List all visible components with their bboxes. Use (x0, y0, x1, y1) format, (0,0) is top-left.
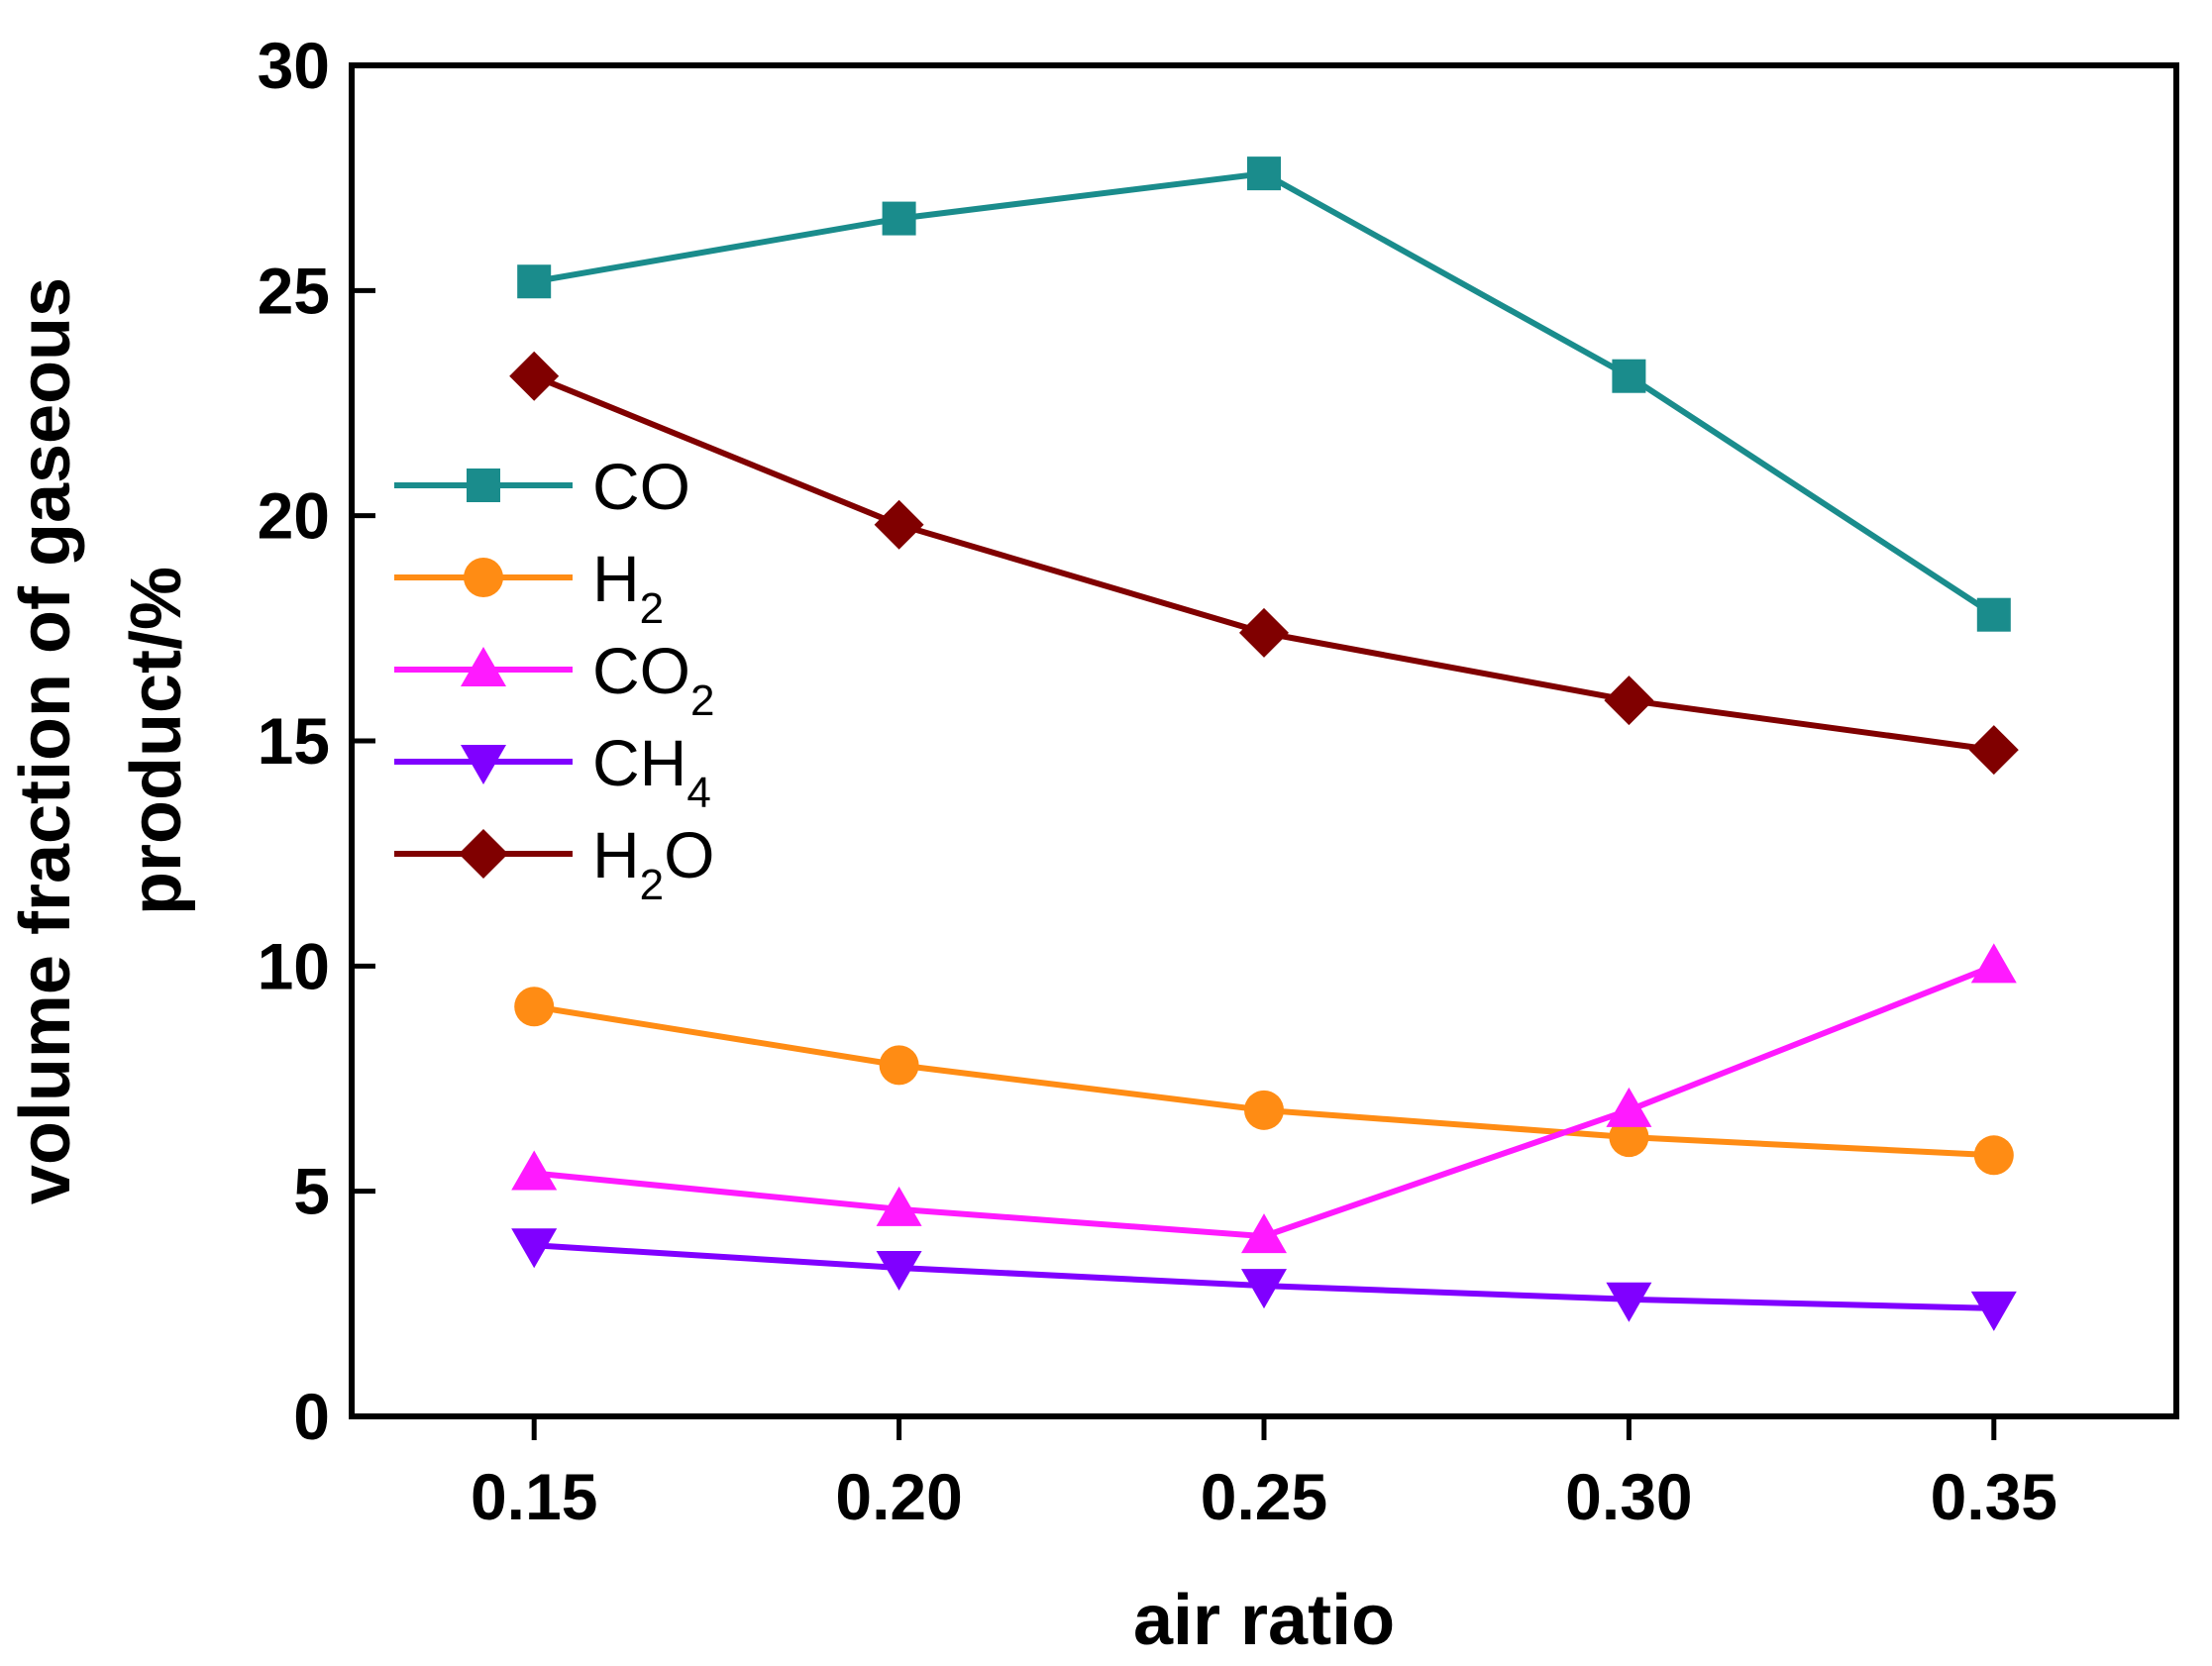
data-point-co (1247, 156, 1281, 191)
y-tick-label: 15 (258, 704, 330, 778)
data-point-co2 (876, 1186, 922, 1226)
legend-item-ch4: CH4 (394, 726, 711, 817)
y-tick-label: 5 (293, 1155, 330, 1228)
data-point-h2o (874, 499, 924, 550)
data-point-h2o (1239, 607, 1289, 658)
legend-item-h2o: H2O (394, 818, 715, 909)
legend-label: H2O (592, 818, 715, 909)
data-point-co (517, 264, 552, 299)
data-point-h2 (879, 1045, 919, 1086)
legend-label: CH4 (592, 726, 711, 817)
y-tick-label: 0 (293, 1380, 330, 1453)
legend-item-co: CO (394, 450, 690, 523)
x-axis-title: air ratio (1133, 1581, 1395, 1660)
legend-marker (461, 647, 506, 686)
y-axis-title: volume fraction of gaseous product/% (6, 277, 196, 1204)
y-tick-label: 10 (258, 929, 330, 1002)
y-tick-label: 30 (258, 29, 330, 102)
data-point-ch4 (1241, 1269, 1287, 1309)
data-point-co2 (1606, 1087, 1652, 1127)
legend-label: H2 (592, 542, 664, 633)
data-point-co2 (1970, 943, 2017, 984)
legend-item-co2: CO2 (394, 634, 714, 725)
series-line-h2o (533, 372, 1995, 754)
legend-label: CO2 (592, 634, 714, 725)
series-layer (509, 156, 2019, 1331)
x-tick-label: 0.20 (835, 1460, 962, 1533)
x-tick-label: 0.15 (471, 1460, 597, 1533)
legend-item-h2: H2 (394, 542, 664, 633)
data-point-co (882, 201, 916, 236)
data-point-h2 (1244, 1090, 1284, 1130)
x-tick-label: 0.35 (1931, 1460, 2057, 1533)
data-point-h2o (509, 351, 560, 401)
data-point-h2o (1968, 725, 2019, 776)
legend-marker (464, 558, 503, 597)
data-point-h2 (1609, 1117, 1649, 1158)
data-point-ch4 (1970, 1291, 2017, 1331)
data-point-co2 (511, 1150, 558, 1191)
data-point-ch4 (1606, 1282, 1652, 1322)
y-axis-title-line2: product/% (117, 567, 196, 915)
series-h2o (509, 351, 2019, 776)
y-tick-label: 20 (258, 479, 330, 553)
data-point-h2 (514, 987, 555, 1027)
legend-marker (467, 469, 500, 502)
series-co (517, 156, 2011, 632)
series-co2 (511, 943, 2017, 1254)
series-h2 (514, 987, 2014, 1176)
y-tick-label: 25 (258, 254, 330, 327)
x-tick-label: 0.25 (1201, 1460, 1327, 1533)
x-tick-label: 0.30 (1565, 1460, 1692, 1533)
series-line-co (533, 170, 1996, 618)
legend-marker (459, 829, 508, 879)
data-point-co (1612, 359, 1646, 393)
data-point-h2o (1604, 676, 1654, 726)
legend-label: CO (592, 450, 690, 523)
y-axis-title-line1: volume fraction of gaseous (6, 277, 85, 1204)
axes-layer: 0 5 10 15 20 25 30 0.15 0.20 0.25 0.30 0.35 (258, 29, 2057, 1533)
data-point-ch4 (876, 1250, 922, 1291)
data-point-co (1976, 597, 2011, 632)
series-ch4 (511, 1228, 2017, 1331)
series-line-h2 (533, 1003, 1994, 1159)
data-point-h2 (1973, 1135, 2014, 1176)
data-point-co2 (1241, 1213, 1287, 1254)
legend-marker (461, 745, 506, 784)
data-point-ch4 (511, 1228, 558, 1269)
